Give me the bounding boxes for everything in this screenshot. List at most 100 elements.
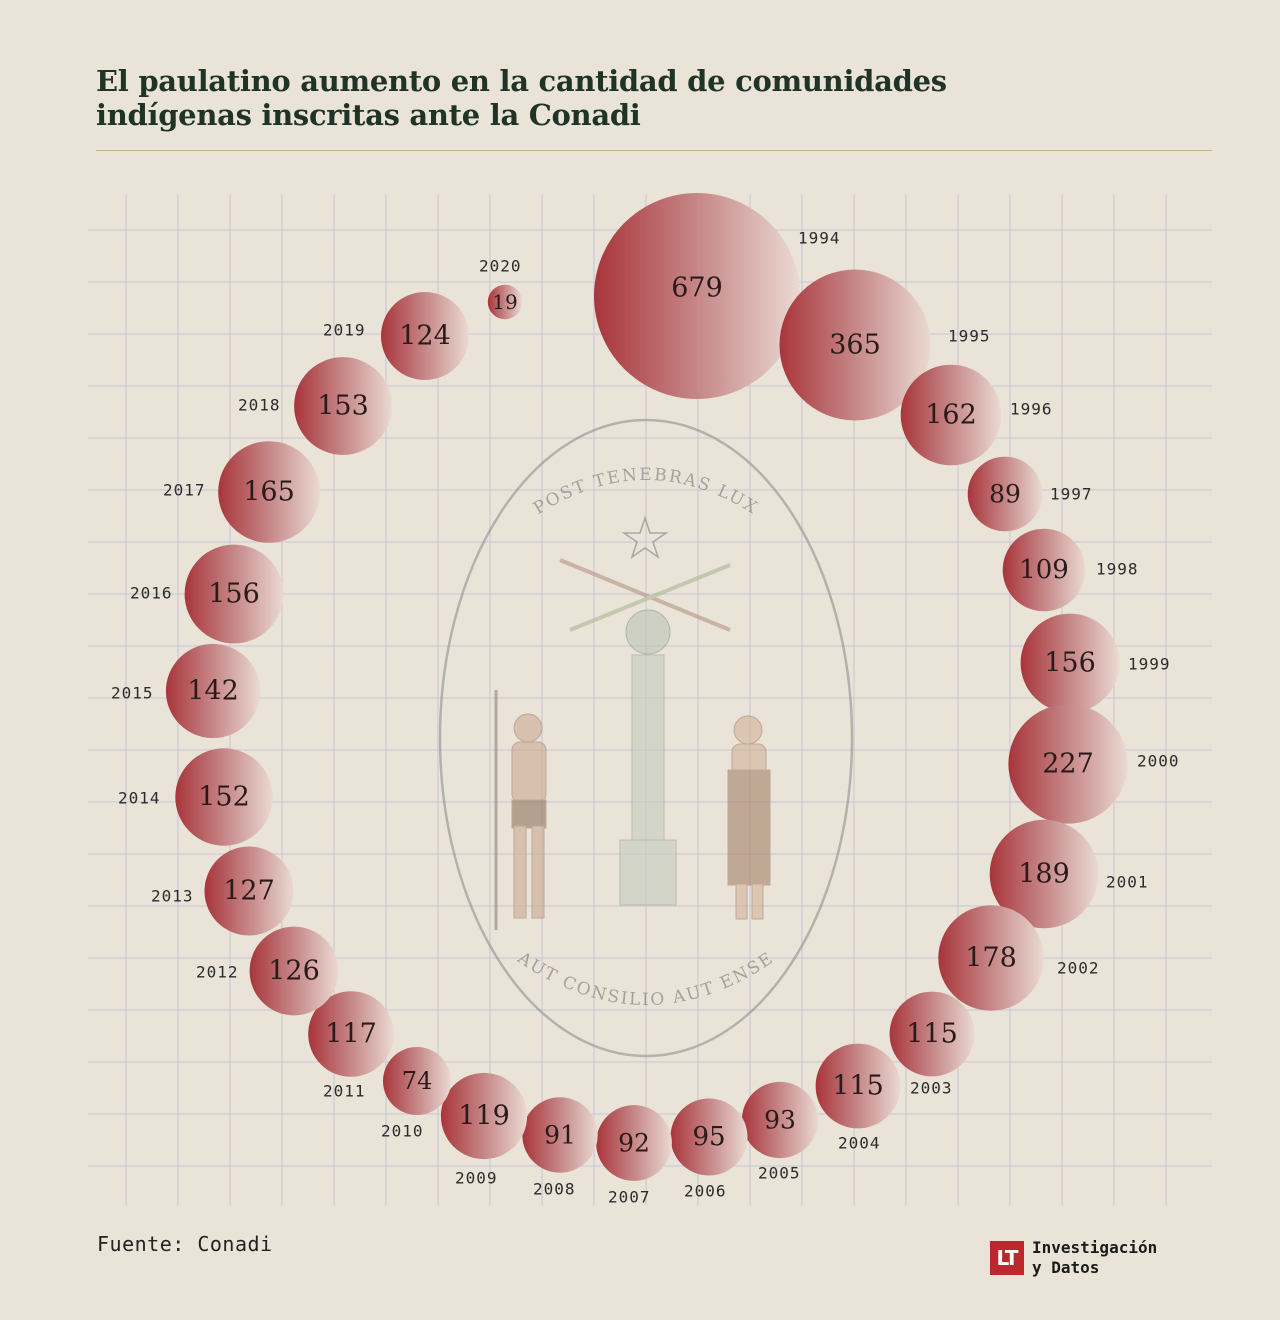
bubble-circle: [218, 441, 320, 543]
bubble-2005: 93 2005: [741, 1081, 819, 1183]
year-label: 2011: [323, 1082, 366, 1101]
year-label: 2003: [910, 1079, 953, 1098]
year-label: 2016: [130, 584, 173, 603]
bubble-2013: 127 2013: [151, 846, 294, 936]
year-label: 2004: [838, 1134, 881, 1153]
bubble-value-label: 189: [1018, 859, 1070, 890]
column-base-icon: [619, 839, 677, 906]
year-label: 1996: [1010, 400, 1053, 419]
bubble-value-label: 115: [906, 1019, 958, 1050]
year-label: 2017: [163, 481, 206, 500]
bubble-value-label: 152: [198, 782, 250, 813]
bubble-circle: [989, 819, 1099, 929]
bubble-circle: [741, 1081, 819, 1159]
bubble-2003: 115 2003: [889, 991, 975, 1098]
bubble-circle: [522, 1097, 598, 1173]
year-label: 2001: [1106, 873, 1149, 892]
bubble-value-label: 19: [492, 290, 517, 314]
bubble-value-label: 89: [989, 480, 1021, 509]
bubble-2017: 165 2017: [163, 441, 320, 543]
bubble-circle: [670, 1098, 748, 1176]
bubble-1994: 679 1994: [594, 193, 841, 399]
bubble-2011: 117 2011: [308, 991, 394, 1101]
bubble-circle: [1020, 613, 1120, 713]
bubble-value-label: 109: [1019, 555, 1069, 585]
bubble-circle: [308, 991, 394, 1077]
branch-icon: [569, 563, 731, 632]
bubble-value-label: 679: [671, 273, 723, 304]
year-label: 2008: [533, 1180, 576, 1199]
bubble-value-label: 95: [692, 1122, 725, 1152]
year-label: 2012: [196, 963, 239, 982]
bubble-value-label: 127: [223, 876, 275, 907]
bubble-circle: [1002, 528, 1086, 612]
bubble-circle: [1008, 704, 1128, 824]
year-label: 1998: [1096, 560, 1139, 579]
column-icon: [631, 654, 665, 841]
bubble-value-label: 93: [764, 1106, 796, 1135]
bubble-1999: 156 1999: [1020, 613, 1170, 713]
year-label: 1995: [948, 327, 991, 346]
year-label: 2006: [684, 1182, 727, 1201]
year-label: 1997: [1050, 485, 1093, 504]
bubble-value-label: 162: [925, 400, 977, 431]
year-label: 2015: [111, 684, 154, 703]
bubble-value-label: 142: [187, 676, 239, 707]
bubble-1998: 109 1998: [1002, 528, 1139, 612]
spear-icon: [559, 558, 731, 632]
bubble-circle: [383, 1047, 451, 1115]
lt-logo-icon: LT: [990, 1241, 1024, 1275]
bubble-value-label: 124: [399, 321, 451, 352]
brand-logo: LT Investigación y Datos: [990, 1238, 1157, 1278]
bubble-1995: 365 1995: [779, 269, 991, 421]
bubble-value-label: 119: [458, 1101, 510, 1132]
bubble-2020: 19 2020: [479, 257, 523, 320]
bubble-circle: [596, 1105, 672, 1181]
bubble-value-label: 153: [317, 391, 369, 422]
bubble-circle: [487, 284, 523, 320]
bubble-circle: [184, 544, 284, 644]
bubble-circle: [294, 357, 392, 455]
brand-line-1: Investigación: [1032, 1238, 1158, 1257]
bubble-value-label: 74: [402, 1067, 433, 1095]
year-label: 2013: [151, 887, 194, 906]
year-label: 2002: [1057, 959, 1100, 978]
bubble-circle: [440, 1072, 528, 1160]
bubble-value-label: 92: [618, 1129, 650, 1158]
bubble-value-label: 115: [832, 1071, 884, 1102]
bubble-value-label: 365: [829, 330, 881, 361]
bubble-circle: [889, 991, 975, 1077]
bubble-1996: 162 1996: [900, 364, 1053, 466]
emblem-oval: [438, 418, 854, 1058]
bubble-circle: [779, 269, 931, 421]
year-label: 2018: [238, 396, 281, 415]
year-label: 2020: [479, 257, 522, 276]
bubble-2007: 92 2007: [596, 1105, 672, 1207]
bubble-value-label: 126: [268, 956, 320, 987]
bubble-circle: [900, 364, 1002, 466]
bubble-2014: 152 2014: [118, 748, 273, 846]
column-capital-icon: [625, 609, 671, 655]
chart-title: El paulatino aumento en la cantidad de c…: [96, 64, 947, 132]
star-icon: [621, 515, 669, 560]
bubble-2006: 95 2006: [670, 1098, 748, 1201]
bubble-value-label: 91: [544, 1121, 576, 1150]
title-divider: [96, 150, 1212, 151]
bubble-circle: [165, 643, 261, 739]
year-label: 1994: [798, 229, 841, 248]
year-label: 2019: [323, 321, 366, 340]
bubble-circle: [815, 1043, 901, 1129]
source-note: Fuente: Conadi: [97, 1232, 273, 1256]
year-label: 2000: [1137, 752, 1180, 771]
bubble-value-label: 227: [1042, 749, 1094, 780]
bubble-value-label: 178: [965, 943, 1017, 974]
bubble-circle: [938, 905, 1044, 1011]
male-figure-icon: [494, 690, 547, 930]
bubble-circle: [967, 456, 1043, 532]
bubble-value-label: 156: [1044, 648, 1096, 679]
year-label: 2005: [758, 1164, 801, 1183]
bubble-value-label: 165: [243, 477, 295, 508]
year-label: 2007: [608, 1188, 651, 1207]
bubble-circle: [204, 846, 294, 936]
